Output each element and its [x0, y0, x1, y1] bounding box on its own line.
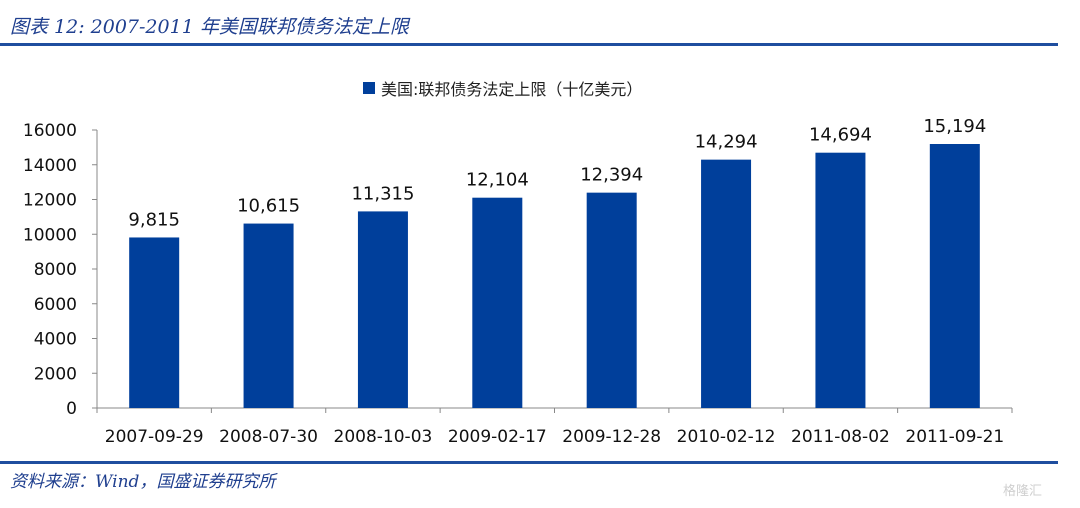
- bar-value-label: 15,194: [923, 116, 986, 137]
- bar-value-label: 12,394: [580, 165, 643, 186]
- bottom-divider: [0, 461, 1058, 464]
- legend-swatch: [363, 82, 375, 94]
- bar-value-label: 10,615: [237, 196, 300, 217]
- watermark: 格隆汇: [1003, 484, 1043, 499]
- bar-value-label: 9,815: [128, 209, 180, 230]
- bar: [701, 159, 752, 408]
- top-divider: [0, 43, 1058, 46]
- x-tick-label: 2007-09-29: [105, 427, 204, 447]
- bar-value-label: 14,294: [695, 132, 758, 153]
- bar-value-label: 12,104: [466, 170, 529, 191]
- bar: [815, 152, 866, 408]
- bar: [129, 237, 180, 408]
- y-tick-label: 0: [66, 399, 77, 419]
- x-tick-label: 2009-02-17: [448, 427, 547, 447]
- x-tick-label: 2011-09-21: [905, 427, 1004, 447]
- chart-legend: 美国:联邦债务法定上限（十亿美元）: [363, 76, 642, 100]
- bar: [586, 192, 637, 408]
- bar-value-label: 11,315: [351, 183, 414, 204]
- bar-labels: 9,815 10,615 11,315 12,104 12,394 14,294 14,69…: [128, 116, 986, 230]
- bar: [243, 223, 294, 408]
- y-tick-label: 6000: [34, 295, 77, 315]
- bars: [129, 144, 980, 408]
- y-tick-label: 10000: [23, 225, 77, 245]
- bar: [472, 197, 523, 408]
- source-note: 资料来源：Wind，国盛证券研究所: [10, 472, 276, 492]
- x-tick-label: 2011-08-02: [791, 427, 890, 447]
- x-axis: 2007-09-29 2008-07-30 2008-10-03 2009-02-17…: [96, 407, 1013, 447]
- x-tick-label: 2009-12-28: [562, 427, 661, 447]
- bar: [357, 211, 408, 408]
- y-tick-label: 8000: [34, 260, 77, 280]
- y-tick-label: 12000: [23, 191, 77, 211]
- x-tick-label: 2008-07-30: [219, 427, 318, 447]
- y-tick-label: 2000: [34, 364, 77, 384]
- x-tick-label: 2008-10-03: [334, 427, 433, 447]
- y-tick-label: 14000: [23, 156, 77, 176]
- y-axis: 0 2000 4000 6000 8000 10000 12000 14000 16000: [23, 121, 98, 419]
- bar-value-label: 14,694: [809, 125, 872, 146]
- y-tick-label: 4000: [34, 330, 77, 350]
- figure-title: 图表 12: 2007-2011 年美国联邦债务法定上限: [10, 16, 409, 38]
- x-tick-label: 2010-02-12: [677, 427, 776, 447]
- bar: [929, 144, 980, 408]
- legend-label: 美国:联邦债务法定上限（十亿美元）: [381, 80, 643, 99]
- y-tick-label: 16000: [23, 121, 77, 141]
